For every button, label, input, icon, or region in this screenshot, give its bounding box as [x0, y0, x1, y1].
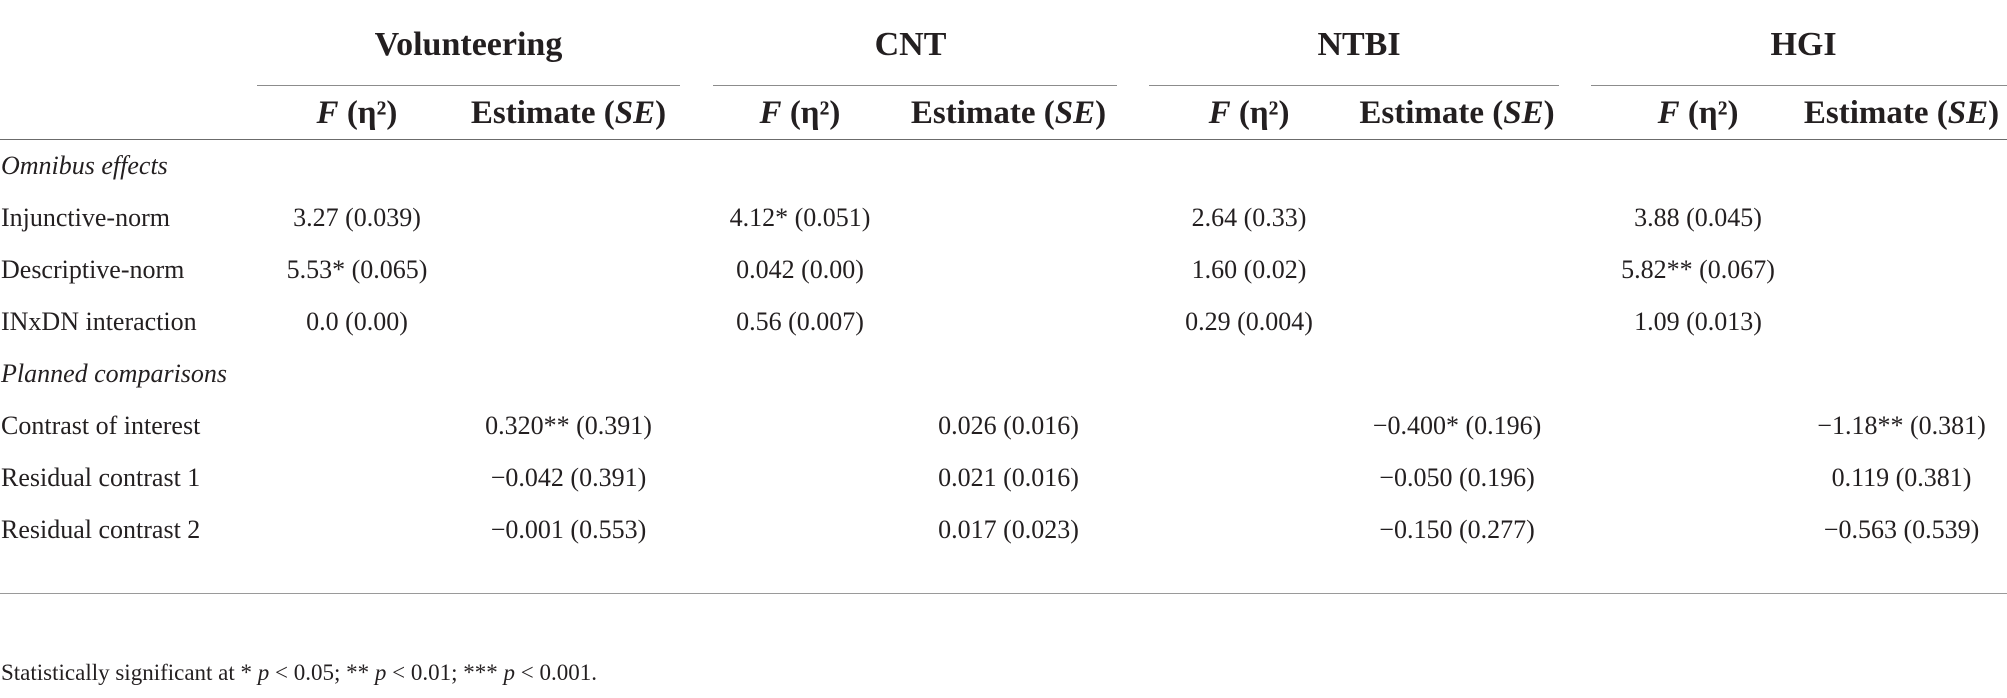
table-cell: −0.001 (0.553)	[490, 515, 647, 544]
table-cell: 3.27 (0.039)	[293, 203, 421, 232]
table-cell: 3.88 (0.045)	[1634, 203, 1762, 232]
table-cell: 0.042 (0.00)	[736, 255, 864, 284]
table-cell: 5.82** (0.067)	[1621, 255, 1775, 284]
row-label: Descriptive-norm	[1, 255, 185, 284]
section-row: Planned comparisons	[0, 348, 2007, 400]
table-row: Residual contrast 2 −0.001 (0.553) 0.017…	[0, 504, 2007, 556]
table-cell	[257, 504, 457, 556]
group-header-hgi: HGI	[1770, 26, 1837, 63]
table-cell	[1347, 296, 1567, 348]
group-header-row: Volunteering CNT NTBI HGI	[0, 0, 2007, 86]
estimate-header: Estimate (SE)	[470, 94, 667, 131]
table-bottom-divider	[0, 593, 2007, 594]
table-cell	[457, 192, 680, 244]
estimate-header: Estimate (SE)	[1359, 94, 1555, 131]
table-cell	[257, 452, 457, 504]
table-cell	[1151, 400, 1347, 452]
table-cell: 0.021 (0.016)	[938, 463, 1079, 492]
section-label-planned: Planned comparisons	[1, 359, 228, 388]
group-header-cnt: CNT	[874, 26, 947, 63]
estimate-header: Estimate (SE)	[910, 94, 1107, 131]
table-cell: 0.026 (0.016)	[938, 411, 1079, 440]
sub-header-row: F (η²) Estimate (SE) F (η²) Estimate (SE…	[0, 86, 2007, 140]
table-cell: −0.042 (0.391)	[490, 463, 647, 492]
table-cell: 1.60 (0.02)	[1191, 255, 1307, 284]
group-underline-volunteering	[257, 85, 680, 86]
significance-footnote: Statistically significant at * p < 0.05;…	[1, 660, 598, 685]
table-cell	[1347, 244, 1567, 296]
table-cell	[702, 452, 898, 504]
group-underline-cnt	[713, 85, 1117, 86]
table-cell: 0.29 (0.004)	[1185, 307, 1313, 336]
table-cell	[702, 504, 898, 556]
table-cell	[1600, 400, 1796, 452]
table-cell	[1796, 296, 2007, 348]
table-cell	[1600, 452, 1796, 504]
table-row: Residual contrast 1 −0.042 (0.391) 0.021…	[0, 452, 2007, 504]
corner-cell	[0, 0, 257, 86]
table-cell: 5.53* (0.065)	[286, 255, 428, 284]
table-row: Descriptive-norm 5.53* (0.065) 0.042 (0.…	[0, 244, 2007, 296]
table-cell	[1151, 452, 1347, 504]
group-header-ntbi: NTBI	[1317, 26, 1401, 63]
table-cell: 2.64 (0.33)	[1191, 203, 1307, 232]
table-cell: 0.320** (0.391)	[485, 411, 652, 440]
f-header: F (η²)	[759, 94, 841, 131]
table-cell	[1600, 504, 1796, 556]
row-label: INxDN interaction	[1, 307, 197, 336]
table-cell: −0.400* (0.196)	[1372, 411, 1542, 440]
group-underline-hgi	[1591, 85, 2007, 86]
table-row: Contrast of interest 0.320** (0.391) 0.0…	[0, 400, 2007, 452]
table-row: Injunctive-norm 3.27 (0.039) 4.12* (0.05…	[0, 192, 2007, 244]
table-cell: 0.0 (0.00)	[306, 307, 408, 336]
table-cell	[898, 244, 1119, 296]
table-cell: −1.18** (0.381)	[1817, 411, 1986, 440]
table-cell	[257, 400, 457, 452]
f-header: F (η²)	[1208, 94, 1290, 131]
table-cell	[1796, 192, 2007, 244]
results-table: Volunteering CNT NTBI HGI F (η²) Estimat…	[0, 0, 2007, 556]
table-cell	[1796, 244, 2007, 296]
table-row: INxDN interaction 0.0 (0.00) 0.56 (0.007…	[0, 296, 2007, 348]
group-underline-ntbi	[1149, 85, 1559, 86]
section-row: Omnibus effects	[0, 140, 2007, 192]
table-cell: −0.050 (0.196)	[1379, 463, 1535, 492]
table-cell	[457, 296, 680, 348]
row-label: Contrast of interest	[1, 411, 201, 440]
table-cell	[702, 400, 898, 452]
f-header: F (η²)	[1657, 94, 1739, 131]
table-cell: −0.150 (0.277)	[1379, 515, 1535, 544]
table-cell	[898, 192, 1119, 244]
section-label-omnibus: Omnibus effects	[1, 151, 168, 180]
table-cell: 0.017 (0.023)	[938, 515, 1079, 544]
table-cell	[898, 296, 1119, 348]
group-header-volunteering: Volunteering	[374, 26, 563, 63]
header-divider	[0, 139, 2007, 140]
table-cell: 1.09 (0.013)	[1634, 307, 1762, 336]
row-label: Injunctive-norm	[1, 203, 170, 232]
row-label: Residual contrast 2	[1, 515, 201, 544]
table-cell: 0.56 (0.007)	[736, 307, 864, 336]
table-cell: 4.12* (0.051)	[729, 203, 871, 232]
row-label: Residual contrast 1	[1, 463, 201, 492]
table-cell	[1347, 192, 1567, 244]
f-header: F (η²)	[316, 94, 398, 131]
estimate-header: Estimate (SE)	[1803, 94, 2000, 131]
table-cell	[1151, 504, 1347, 556]
table-cell: −0.563 (0.539)	[1823, 515, 1980, 544]
table-cell: 0.119 (0.381)	[1831, 463, 1972, 492]
table-cell	[457, 244, 680, 296]
